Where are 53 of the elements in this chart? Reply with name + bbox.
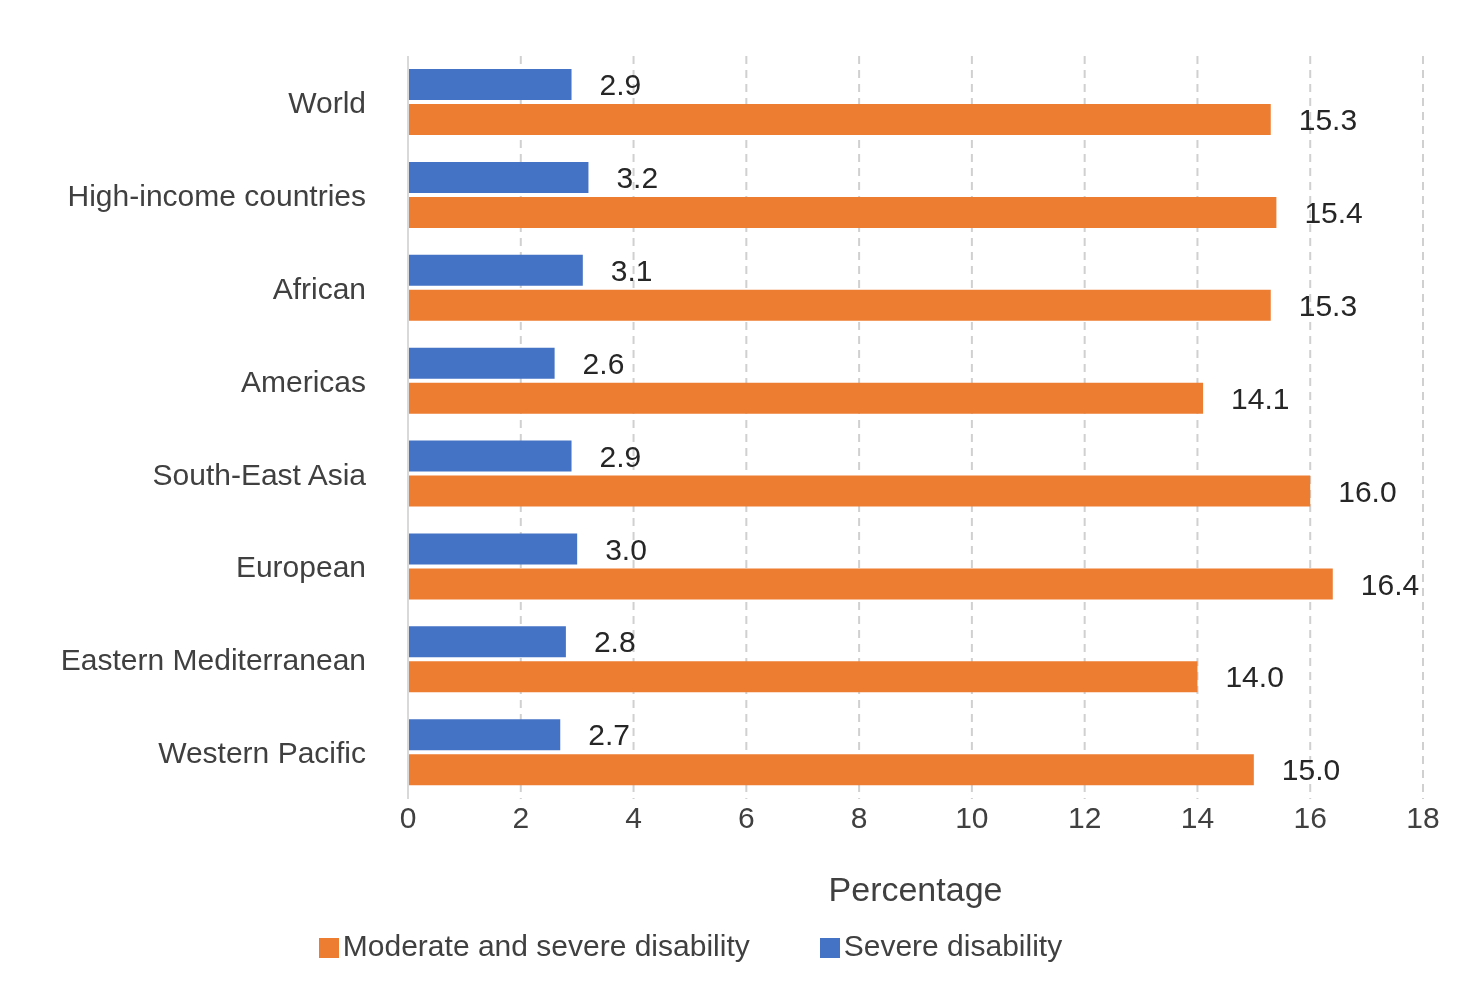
data-label: 2.9	[599, 68, 642, 102]
y-tick-label: Western Pacific	[158, 736, 366, 770]
x-tick-label: 12	[1067, 801, 1102, 835]
data-label: 2.8	[593, 625, 636, 659]
y-tick-label: Americas	[240, 364, 366, 398]
y-tick-label: High-income countries	[67, 178, 366, 212]
bar	[408, 254, 583, 286]
data-label: 15.0	[1281, 753, 1341, 787]
y-tick-label: Eastern Mediterranean	[60, 643, 366, 677]
data-label: 3.1	[610, 253, 653, 287]
x-tick-label: 14	[1180, 801, 1215, 835]
data-label: 3.0	[605, 532, 647, 566]
bar	[408, 69, 572, 100]
x-tick-label: 10	[955, 801, 989, 835]
bar	[408, 719, 561, 751]
data-label: 15.3	[1298, 288, 1358, 322]
x-tick-label: 0	[399, 801, 417, 835]
x-tick-label: 8	[850, 801, 868, 835]
x-tick-label: 2	[512, 801, 530, 835]
data-label: 15.4	[1304, 196, 1363, 230]
data-label: 14.0	[1225, 660, 1284, 694]
y-tick-label: European	[235, 550, 366, 584]
bar	[408, 161, 589, 193]
x-tick-label: 16	[1293, 801, 1327, 835]
bar	[408, 533, 578, 565]
data-label: 15.3	[1298, 103, 1358, 137]
data-label: 16.4	[1360, 567, 1420, 601]
data-label: 2.7	[588, 718, 630, 752]
data-label: 16.0	[1338, 474, 1397, 508]
bar	[408, 661, 1198, 693]
legend-label: Moderate and severe disability	[342, 929, 750, 962]
data-label: 14.1	[1231, 381, 1290, 415]
bar	[408, 754, 1254, 786]
x-tick-label: 18	[1406, 801, 1440, 835]
bar	[408, 289, 1271, 321]
y-tick-label: African	[272, 271, 366, 305]
x-tick-label: 4	[625, 801, 642, 835]
data-label: 2.6	[582, 346, 625, 380]
x-tick-label: 6	[737, 801, 755, 835]
y-tick-label: World	[288, 86, 366, 120]
data-label: 2.9	[599, 439, 642, 473]
bar	[408, 196, 1277, 228]
bar	[408, 347, 555, 379]
data-label: 3.2	[616, 161, 659, 195]
y-tick-label: South-East Asia	[152, 457, 367, 491]
x-axis-title: Percentage	[828, 870, 1003, 908]
bar	[408, 626, 566, 658]
bar	[408, 104, 1271, 135]
bar	[408, 382, 1204, 414]
bar	[408, 568, 1333, 600]
legend-label: Severe disability	[843, 929, 1063, 962]
bar	[408, 475, 1311, 507]
bar	[408, 440, 572, 472]
